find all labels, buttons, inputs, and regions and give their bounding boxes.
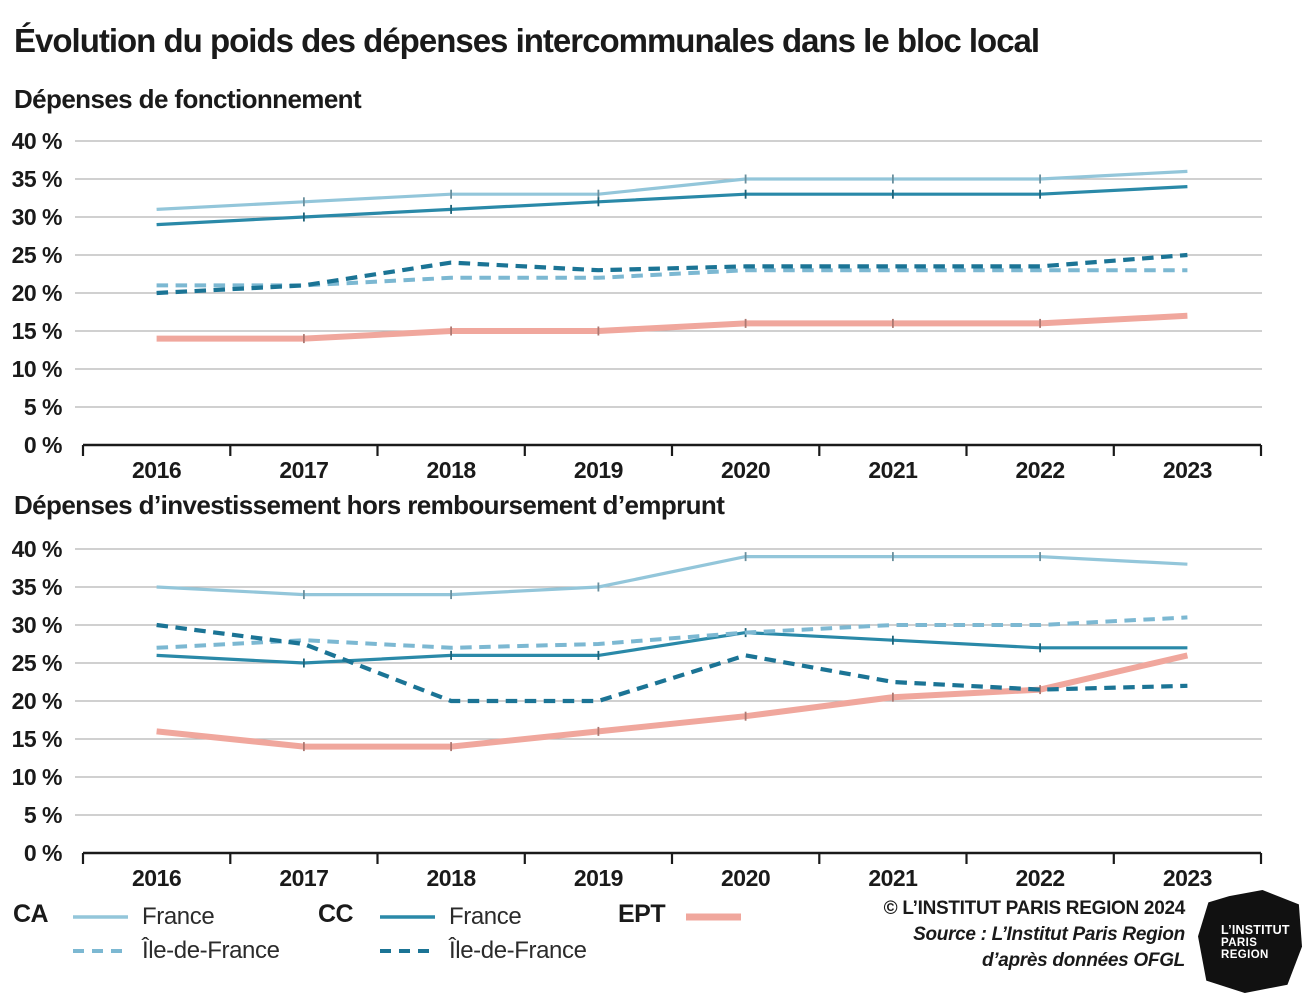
series-cc-le-de-france bbox=[156, 622, 1188, 704]
svg-text:5 %: 5 % bbox=[24, 802, 62, 828]
legend-label-ca-france: France bbox=[142, 903, 215, 930]
legend-key-cc: CC bbox=[318, 900, 354, 928]
chart-svg: 40 %35 %30 %25 %20 %15 %10 %5 %0 %2016 20… bbox=[12, 128, 1263, 483]
legend-swatch-ca-france-line bbox=[73, 915, 128, 919]
source-line-2: d’après données OFGL bbox=[981, 950, 1185, 971]
institut-paris-region-logo: L’INSTITUT PARIS REGION bbox=[1198, 890, 1302, 993]
chart-1-subtitle: Dépenses de fonctionnement bbox=[14, 84, 362, 114]
svg-text:2023: 2023 bbox=[1163, 457, 1212, 483]
svg-text:10 %: 10 % bbox=[12, 356, 62, 382]
svg-text:35 %: 35 % bbox=[12, 574, 62, 600]
series-ca-france bbox=[156, 169, 1188, 211]
gridlines bbox=[75, 140, 1262, 408]
legend-key-ept: EPT bbox=[618, 900, 666, 928]
legend-swatch-ca-idf-line bbox=[73, 949, 128, 953]
copyright-line: © L’INSTITUT PARIS REGION 2024 bbox=[883, 898, 1186, 919]
svg-text:2023: 2023 bbox=[1163, 865, 1212, 891]
x-axis bbox=[81, 851, 1263, 864]
svg-text:2017: 2017 bbox=[279, 457, 328, 483]
svg-text:40 %: 40 % bbox=[12, 128, 62, 154]
legend-swatch-cc-france-line bbox=[380, 915, 435, 919]
svg-text:2018: 2018 bbox=[427, 457, 477, 483]
svg-text:20 %: 20 % bbox=[12, 688, 62, 714]
series-cc-france bbox=[156, 628, 1188, 668]
series-ept bbox=[156, 652, 1189, 752]
svg-text:2020: 2020 bbox=[721, 457, 770, 483]
svg-text:2022: 2022 bbox=[1016, 865, 1065, 891]
legend-label-cc-france: France bbox=[449, 903, 522, 930]
svg-text:2022: 2022 bbox=[1016, 457, 1065, 483]
x-axis-labels: 2016 2017 2018 2019 2020 2021 2022 2023 bbox=[132, 457, 1212, 483]
gridlines bbox=[75, 548, 1262, 816]
svg-text:2019: 2019 bbox=[574, 865, 623, 891]
svg-text:0 %: 0 % bbox=[24, 840, 62, 866]
svg-text:25 %: 25 % bbox=[12, 650, 62, 676]
page-title: Évolution du poids des dépenses intercom… bbox=[14, 22, 1040, 59]
legend-key-ca: CA bbox=[13, 900, 49, 928]
chart-fonctionnement: 40 % 35 % 30 % 25 % 20 % 15 % 10 % 5 % 0 % 2016 20… bbox=[0, 126, 1303, 494]
legend-swatch-ept-line bbox=[686, 913, 741, 921]
svg-text:25 %: 25 % bbox=[12, 242, 62, 268]
y-axis-labels: 40 % 35 % 30 % 25 % 20 % 15 % 10 % 5 % 0 % bbox=[12, 536, 63, 866]
svg-text:15 %: 15 % bbox=[12, 726, 62, 752]
credits: © L’INSTITUT PARIS REGION 2024 Source : … bbox=[883, 896, 1186, 974]
svg-text:0 %: 0 % bbox=[24, 432, 62, 458]
svg-text:15 %: 15 % bbox=[12, 318, 62, 344]
series-ca-france bbox=[156, 552, 1188, 600]
x-axis-labels: 2016 2017 2018 2019 2020 2021 2022 2023 bbox=[132, 865, 1212, 891]
svg-text:5 %: 5 % bbox=[24, 394, 62, 420]
svg-text:2018: 2018 bbox=[427, 865, 477, 891]
svg-text:20 %: 20 % bbox=[12, 280, 62, 306]
series-cc-france bbox=[156, 185, 1188, 227]
svg-text:35 %: 35 % bbox=[12, 166, 62, 192]
x-axis bbox=[81, 443, 1263, 456]
svg-text:2020: 2020 bbox=[721, 865, 770, 891]
svg-text:2017: 2017 bbox=[279, 865, 328, 891]
svg-text:40 %: 40 % bbox=[12, 536, 62, 562]
logo-text: L’INSTITUT PARIS REGION bbox=[1221, 923, 1290, 961]
svg-text:30 %: 30 % bbox=[12, 204, 62, 230]
svg-text:2016: 2016 bbox=[132, 865, 181, 891]
y-axis-labels: 40 % 35 % 30 % 25 % 20 % 15 % 10 % 5 % 0 % bbox=[12, 128, 63, 458]
chart-svg: 40 %35 %30 %25 %20 %15 %10 %5 %0 %2016 20… bbox=[12, 536, 1263, 891]
svg-text:10 %: 10 % bbox=[12, 764, 62, 790]
series-ca-le-de-france bbox=[156, 615, 1188, 650]
chart-investissement: 40 % 35 % 30 % 25 % 20 % 15 % 10 % 5 % 0 % 2016 20… bbox=[0, 534, 1303, 902]
source-line-1: Source : L’Institut Paris Region bbox=[913, 924, 1185, 945]
svg-text:2019: 2019 bbox=[574, 457, 623, 483]
chart-2-subtitle: Dépenses d’investissement hors rembourse… bbox=[14, 490, 725, 520]
legend-swatch-cc-idf-line bbox=[380, 949, 435, 953]
series-cc-le-de-france bbox=[156, 252, 1188, 296]
logo-line-2: PARIS bbox=[1221, 937, 1258, 949]
svg-text:30 %: 30 % bbox=[12, 612, 62, 638]
svg-text:2016: 2016 bbox=[132, 457, 181, 483]
svg-text:2021: 2021 bbox=[868, 457, 918, 483]
logo-line-1: L’INSTITUT bbox=[1221, 923, 1290, 937]
series-ca-le-de-france bbox=[156, 268, 1188, 288]
series-ept bbox=[156, 312, 1188, 344]
logo-line-3: REGION bbox=[1221, 949, 1269, 961]
legend: CA France Île-de-France CC France Île- bbox=[0, 891, 1303, 1000]
legend-label-ca-idf: Île-de-France bbox=[142, 937, 280, 964]
svg-text:2021: 2021 bbox=[868, 865, 918, 891]
legend-label-cc-idf: Île-de-France bbox=[449, 937, 587, 964]
